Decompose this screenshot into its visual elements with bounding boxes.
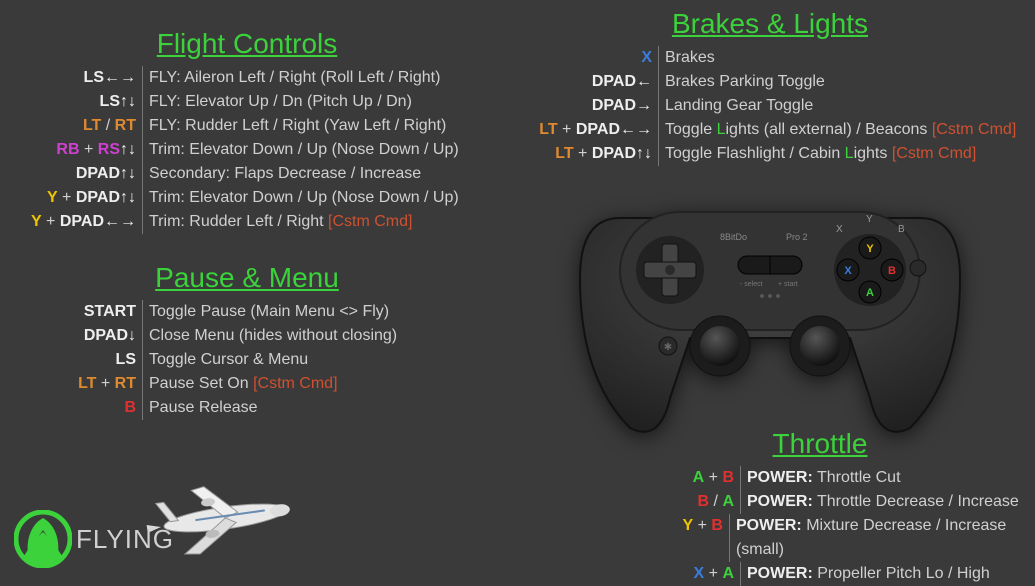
key-combo: LT / RT [12, 114, 142, 138]
flying-label: FLYING [76, 524, 174, 555]
binding-row: LT + DPAD↑↓Toggle Flashlight / Cabin Lig… [510, 142, 1030, 166]
binding-description: Toggle Lights (all external) / Beacons [… [658, 118, 1016, 142]
flight-controls-title: Flight Controls [12, 28, 482, 60]
binding-row: X + APOWER: Propeller Pitch Lo / High [610, 562, 1030, 586]
key-combo: LT + RT [12, 372, 142, 396]
flight-controls-rows: LS←→FLY: Aileron Left / Right (Roll Left… [12, 66, 482, 234]
svg-text:Y: Y [866, 214, 873, 225]
binding-description: POWER: Mixture Decrease / Increase (smal… [729, 514, 1030, 562]
binding-description: Trim: Elevator Down / Up (Nose Down / Up… [142, 138, 459, 162]
key-combo: DPAD↑↓ [12, 162, 142, 186]
binding-description: Brakes [658, 46, 715, 70]
key-combo: Y + B [610, 514, 729, 538]
binding-row: LSToggle Cursor & Menu [12, 348, 482, 372]
binding-row: LT + DPAD←→Toggle Lights (all external) … [510, 118, 1030, 142]
svg-text:Pro 2: Pro 2 [786, 232, 808, 242]
throttle-block: Throttle A + BPOWER: Throttle CutB / APO… [610, 428, 1030, 586]
pause-menu-title: Pause & Menu [12, 262, 482, 294]
binding-description: Trim: Rudder Left / Right [Cstm Cmd] [142, 210, 412, 234]
binding-description: Brakes Parking Toggle [658, 70, 825, 94]
key-combo: DPAD→ [510, 94, 658, 118]
binding-description: Pause Release [142, 396, 258, 420]
binding-row: DPAD←Brakes Parking Toggle [510, 70, 1030, 94]
binding-row: Y + DPAD↑↓Trim: Elevator Down / Up (Nose… [12, 186, 482, 210]
svg-text:A: A [866, 287, 874, 299]
pause-menu-block: Pause & Menu STARTToggle Pause (Main Men… [12, 262, 482, 420]
key-combo: LS [12, 348, 142, 372]
svg-text:- select: - select [740, 281, 763, 288]
brakes-lights-rows: XBrakesDPAD←Brakes Parking ToggleDPAD→La… [510, 46, 1030, 166]
svg-text:Y: Y [866, 243, 874, 255]
binding-description: Toggle Pause (Main Menu <> Fly) [142, 300, 389, 324]
key-combo: RB + RS↑↓ [12, 138, 142, 162]
brakes-lights-block: Brakes & Lights XBrakesDPAD←Brakes Parki… [510, 8, 1030, 166]
flying-badge: FLYING [14, 510, 174, 568]
binding-row: A + BPOWER: Throttle Cut [610, 466, 1030, 490]
binding-row: RB + RS↑↓Trim: Elevator Down / Up (Nose … [12, 138, 482, 162]
key-combo: START [12, 300, 142, 324]
binding-description: FLY: Aileron Left / Right (Roll Left / R… [142, 66, 440, 90]
svg-text:B: B [888, 265, 896, 277]
throttle-rows: A + BPOWER: Throttle CutB / APOWER: Thro… [610, 466, 1030, 586]
binding-description: Pause Set On [Cstm Cmd] [142, 372, 338, 396]
binding-row: LT / RTFLY: Rudder Left / Right (Yaw Lef… [12, 114, 482, 138]
key-combo: X + A [610, 562, 740, 586]
key-combo: B / A [610, 490, 740, 514]
binding-description: Toggle Cursor & Menu [142, 348, 308, 372]
svg-text:X: X [836, 224, 843, 235]
binding-description: Secondary: Flaps Decrease / Increase [142, 162, 421, 186]
key-combo: LS←→ [12, 66, 142, 90]
pause-menu-rows: STARTToggle Pause (Main Menu <> Fly)DPAD… [12, 300, 482, 420]
binding-description: FLY: Elevator Up / Dn (Pitch Up / Dn) [142, 90, 412, 114]
key-combo: LS↑↓ [12, 90, 142, 114]
key-combo: DPAD← [510, 70, 658, 94]
binding-row: XBrakes [510, 46, 1030, 70]
brakes-lights-title: Brakes & Lights [510, 8, 1030, 40]
binding-row: DPAD↑↓Secondary: Flaps Decrease / Increa… [12, 162, 482, 186]
binding-description: Toggle Flashlight / Cabin Lights [Cstm C… [658, 142, 976, 166]
binding-description: Close Menu (hides without closing) [142, 324, 397, 348]
key-combo: LT + DPAD←→ [510, 118, 658, 142]
binding-description: Trim: Elevator Down / Up (Nose Down / Up… [142, 186, 459, 210]
svg-text:8BitDo: 8BitDo [720, 232, 747, 242]
binding-row: DPAD→Landing Gear Toggle [510, 94, 1030, 118]
binding-row: BPause Release [12, 396, 482, 420]
key-combo: Y + DPAD↑↓ [12, 186, 142, 210]
key-combo: B [12, 396, 142, 420]
binding-description: FLY: Rudder Left / Right (Yaw Left / Rig… [142, 114, 446, 138]
xbox-icon [14, 510, 72, 568]
svg-text:+ start: + start [778, 281, 798, 288]
binding-row: LT + RTPause Set On [Cstm Cmd] [12, 372, 482, 396]
binding-description: POWER: Throttle Decrease / Increase [740, 490, 1019, 514]
binding-row: DPAD↓Close Menu (hides without closing) [12, 324, 482, 348]
left-column: Flight Controls LS←→FLY: Aileron Left / … [12, 28, 482, 420]
key-combo: Y + DPAD←→ [12, 210, 142, 234]
binding-row: LS↑↓FLY: Elevator Up / Dn (Pitch Up / Dn… [12, 90, 482, 114]
svg-text:X: X [844, 265, 852, 277]
svg-text:B: B [898, 224, 905, 235]
binding-row: B / APOWER: Throttle Decrease / Increase [610, 490, 1030, 514]
binding-row: LS←→FLY: Aileron Left / Right (Roll Left… [12, 66, 482, 90]
key-combo: LT + DPAD↑↓ [510, 142, 658, 166]
binding-description: POWER: Throttle Cut [740, 466, 901, 490]
key-combo: DPAD↓ [12, 324, 142, 348]
binding-row: STARTToggle Pause (Main Menu <> Fly) [12, 300, 482, 324]
binding-row: Y + BPOWER: Mixture Decrease / Increase … [610, 514, 1030, 562]
binding-description: Landing Gear Toggle [658, 94, 813, 118]
controller-illustration: Y B A X 8BitDo Pro 2 - select + start ✱ … [560, 178, 980, 438]
binding-description: POWER: Propeller Pitch Lo / High [740, 562, 990, 586]
binding-row: Y + DPAD←→Trim: Rudder Left / Right [Cst… [12, 210, 482, 234]
key-combo: X [510, 46, 658, 70]
key-combo: A + B [610, 466, 740, 490]
svg-text:✱: ✱ [664, 342, 672, 353]
